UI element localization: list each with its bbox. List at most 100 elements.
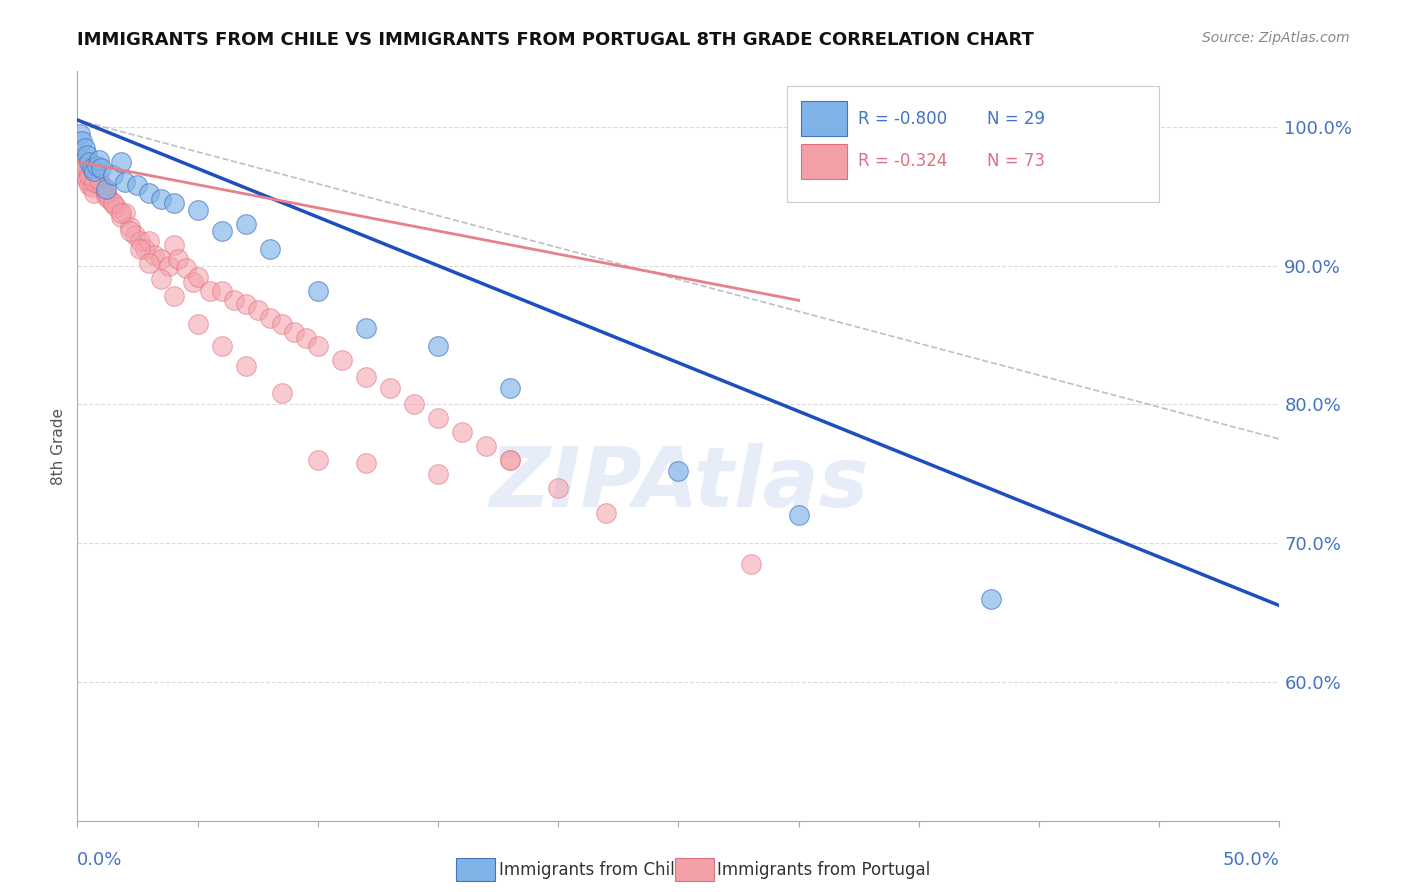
Point xyxy=(157,259,180,273)
Point xyxy=(427,467,450,481)
Point xyxy=(76,172,98,186)
Point xyxy=(162,237,184,252)
Point xyxy=(69,159,91,173)
FancyBboxPatch shape xyxy=(801,144,846,178)
Point xyxy=(110,210,132,224)
Text: IMMIGRANTS FROM CHILE VS IMMIGRANTS FROM PORTUGAL 8TH GRADE CORRELATION CHART: IMMIGRANTS FROM CHILE VS IMMIGRANTS FROM… xyxy=(77,31,1035,49)
Point xyxy=(79,154,101,169)
Point xyxy=(103,196,125,211)
Text: N = 73: N = 73 xyxy=(987,153,1045,170)
Point xyxy=(120,219,142,234)
Point xyxy=(307,453,329,467)
Point xyxy=(93,182,115,196)
Point xyxy=(211,339,233,353)
Point xyxy=(235,217,257,231)
Point xyxy=(270,317,292,331)
Point xyxy=(83,164,105,178)
Point xyxy=(138,256,160,270)
Point xyxy=(79,178,101,193)
Point xyxy=(211,284,233,298)
Point xyxy=(143,247,166,261)
Point xyxy=(174,261,197,276)
Text: 0.0%: 0.0% xyxy=(77,851,122,869)
Point xyxy=(127,178,149,193)
Point xyxy=(787,508,810,523)
Point xyxy=(427,339,450,353)
Text: ZIPAtlas: ZIPAtlas xyxy=(489,443,868,524)
Point xyxy=(235,359,257,373)
Point xyxy=(83,175,105,189)
FancyBboxPatch shape xyxy=(786,87,1159,202)
Point xyxy=(235,297,257,311)
Point xyxy=(378,381,401,395)
Point xyxy=(307,339,329,353)
Point xyxy=(354,369,377,384)
Point xyxy=(246,303,269,318)
Point xyxy=(103,169,125,183)
Point xyxy=(162,289,184,303)
Point xyxy=(114,206,136,220)
Point xyxy=(499,381,522,395)
Point xyxy=(330,353,353,368)
Point xyxy=(73,141,96,155)
Point xyxy=(294,331,316,345)
Point xyxy=(138,186,160,201)
Point xyxy=(354,321,377,335)
Point xyxy=(124,228,146,243)
Point xyxy=(186,269,209,284)
FancyBboxPatch shape xyxy=(801,102,846,136)
Point xyxy=(595,506,617,520)
Point xyxy=(354,456,377,470)
Y-axis label: 8th Grade: 8th Grade xyxy=(51,408,66,484)
Point xyxy=(128,234,150,248)
Point xyxy=(97,192,120,206)
Point xyxy=(980,591,1002,606)
Point xyxy=(307,284,329,298)
Point xyxy=(181,275,204,289)
Point xyxy=(668,464,690,478)
Point xyxy=(402,397,425,411)
Point xyxy=(76,147,98,161)
Point xyxy=(283,325,305,339)
Point xyxy=(167,252,190,266)
Point xyxy=(186,317,209,331)
Point xyxy=(138,234,160,248)
Point xyxy=(110,154,132,169)
Point xyxy=(547,481,569,495)
Text: Immigrants from Chile: Immigrants from Chile xyxy=(499,861,685,879)
Point xyxy=(69,127,91,141)
Point xyxy=(499,453,522,467)
Point xyxy=(90,178,112,193)
Point xyxy=(150,192,173,206)
Text: Immigrants from Portugal: Immigrants from Portugal xyxy=(717,861,931,879)
Point xyxy=(80,161,103,176)
Point xyxy=(87,172,110,186)
Point xyxy=(87,153,110,168)
Point xyxy=(162,196,184,211)
Text: 50.0%: 50.0% xyxy=(1223,851,1279,869)
Point xyxy=(740,557,762,571)
Point xyxy=(499,453,522,467)
Point xyxy=(96,186,118,201)
Point xyxy=(70,134,93,148)
Point xyxy=(90,161,112,176)
Point xyxy=(70,154,93,169)
Text: R = -0.324: R = -0.324 xyxy=(858,153,946,170)
Point xyxy=(79,169,101,183)
Point xyxy=(270,386,292,401)
Point xyxy=(87,172,110,186)
Point xyxy=(86,159,108,173)
Point xyxy=(475,439,498,453)
Point xyxy=(134,242,156,256)
Point xyxy=(96,189,118,203)
Point xyxy=(73,159,96,173)
Point xyxy=(186,203,209,218)
Text: R = -0.800: R = -0.800 xyxy=(858,110,946,128)
Point xyxy=(120,224,142,238)
Point xyxy=(427,411,450,425)
Point xyxy=(96,182,118,196)
Point xyxy=(451,425,474,439)
Point xyxy=(150,272,173,286)
Point xyxy=(259,311,281,326)
Point xyxy=(198,284,221,298)
